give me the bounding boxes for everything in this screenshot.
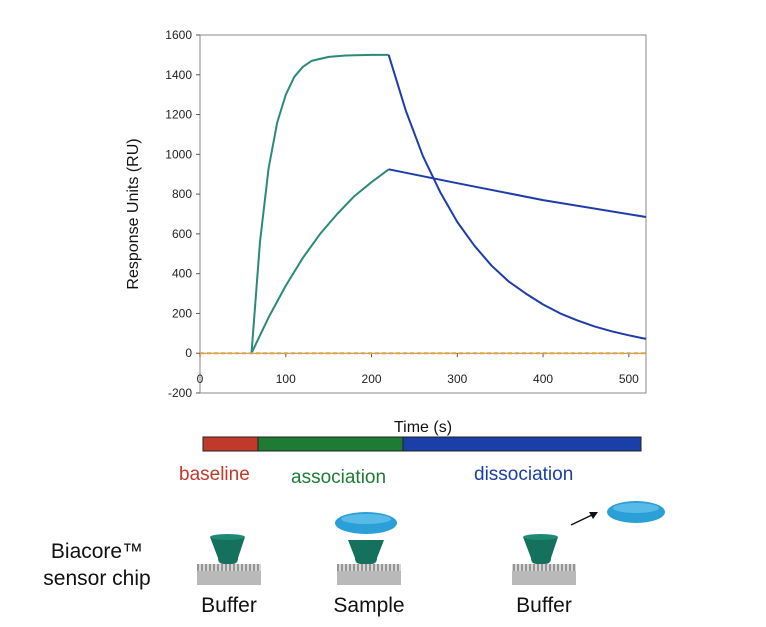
- x-tick-label: 400: [533, 372, 553, 386]
- stage-label-buffer-1: Buffer: [201, 594, 257, 617]
- series-line-0: [250, 53, 389, 354]
- series-line-1: [250, 168, 390, 354]
- phase-bar: [202, 436, 642, 452]
- phase-label-dissociation: dissociation: [474, 464, 574, 485]
- sensor-chip-surface: [197, 564, 261, 571]
- y-tick-label: 1000: [165, 147, 192, 161]
- ligand-icon: [523, 537, 558, 564]
- sensor-chip-base: [197, 571, 261, 585]
- sensor-chip-surface: [337, 564, 401, 571]
- series-line-2: [387, 54, 647, 340]
- chip-diagram-buffer-2: [512, 501, 665, 585]
- ligand-icon-top: [523, 534, 558, 540]
- y-tick-label: 0: [185, 346, 192, 360]
- y-tick-label: 400: [172, 267, 192, 281]
- ligand-icon: [210, 537, 245, 564]
- y-tick-label: -200: [168, 386, 192, 400]
- x-tick-label: 0: [197, 372, 204, 386]
- chart-series: [200, 53, 647, 355]
- y-tick-label: 200: [172, 306, 192, 320]
- side-label-line-1: Biacore™: [50, 540, 144, 563]
- phase-bar-baseline: [202, 436, 259, 452]
- stage-label-buffer-2: Buffer: [516, 594, 572, 617]
- phase-bar-dissociation: [402, 436, 642, 452]
- sensor-chip-side-label: Biacore™ sensor chip: [22, 538, 172, 592]
- x-tick-label: 200: [362, 372, 382, 386]
- phase-bar-association: [257, 436, 404, 452]
- x-tick-label: 300: [447, 372, 467, 386]
- y-tick-label: 1200: [165, 108, 192, 122]
- y-tick-label: 1600: [165, 28, 192, 42]
- sensor-chip-base: [512, 571, 576, 585]
- x-tick-label: 500: [619, 372, 639, 386]
- side-label-line-2: sensor chip: [43, 567, 151, 590]
- analyte-icon-highlight: [341, 514, 391, 524]
- sensor-chip-base: [337, 571, 401, 585]
- ligand-icon: [348, 540, 384, 564]
- stage-label-sample: Sample: [333, 594, 405, 617]
- y-tick-label: 800: [172, 187, 192, 201]
- x-axis-title: Time (s): [394, 419, 452, 436]
- chip-diagram-buffer-1: [197, 534, 261, 585]
- y-axis-title: Response Units (RU): [125, 138, 142, 289]
- phase-label-association: association: [291, 467, 387, 488]
- plot-area: [199, 34, 647, 394]
- ligand-icon-top: [210, 534, 245, 540]
- phase-label-baseline: baseline: [179, 464, 250, 485]
- sensor-chip-surface: [512, 564, 576, 571]
- chip-diagram-sample: [335, 512, 401, 585]
- y-tick-label: 600: [172, 227, 192, 241]
- y-axis-ticks: -200 0 200 400 600 800 1000 1200 1400 1600: [165, 28, 200, 400]
- analyte-icon-highlight: [613, 503, 659, 513]
- x-tick-label: 100: [276, 372, 296, 386]
- release-arrow-head-icon: [589, 512, 598, 519]
- release-arrow-icon: [570, 513, 595, 526]
- y-tick-label: 1400: [165, 68, 192, 82]
- series-line-3: [388, 168, 647, 218]
